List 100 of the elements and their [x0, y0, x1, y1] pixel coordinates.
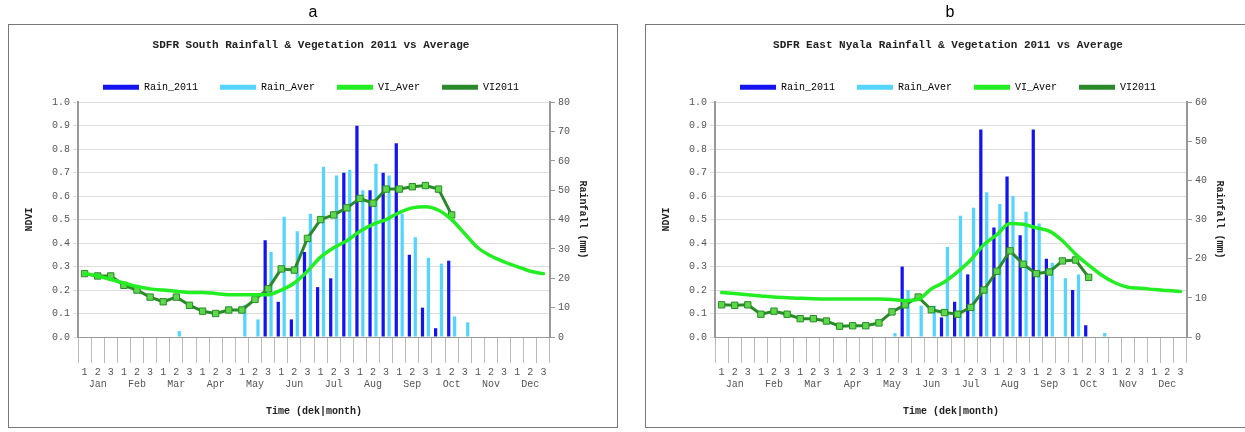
x-tick-label: 3: [902, 366, 909, 378]
x-tick-label: 3: [862, 366, 869, 378]
y2-tick-label: 40: [1195, 175, 1208, 187]
y-tick-label: 0.3: [51, 261, 70, 273]
x-tick-label: 3: [107, 366, 114, 378]
x-tick-label: 1: [81, 366, 88, 378]
x-tick-label: 3: [422, 366, 429, 378]
y-tick-label: 0.5: [51, 214, 70, 226]
x-tick-label: 3: [501, 366, 508, 378]
x-tick-label: 1: [875, 366, 882, 378]
y2-tick-label: 50: [1195, 135, 1208, 147]
x-tick-label: 2 Feb: [764, 366, 784, 390]
legend-label: Rain_Aver: [897, 81, 953, 93]
x-tick-label: 3: [343, 366, 350, 378]
y-tick-label: 1.0: [51, 96, 70, 108]
x-tick-label: 3: [225, 366, 232, 378]
x-tick-label: 3: [461, 366, 468, 378]
text: a: [307, 2, 319, 22]
x-axis-title: Time (dek|month): [902, 405, 1000, 417]
y-tick-label: 0.4: [51, 237, 70, 249]
y-tick-label: 0.8: [51, 143, 70, 155]
x-tick-label: 1: [718, 366, 725, 378]
x-tick-label: 1: [1072, 366, 1079, 378]
y2-tick-label: 20: [558, 272, 571, 284]
x-tick-label: 3: [1177, 366, 1184, 378]
x-tick-label: 1: [993, 366, 1000, 378]
y-tick-label: 1.0: [688, 96, 707, 108]
y2-tick-label: 50: [558, 184, 571, 196]
y-tick-label: 0.2: [688, 284, 707, 296]
y2-tick-label: 0: [558, 331, 565, 343]
x-tick-label: 3: [784, 366, 791, 378]
x-tick-label: 2 May: [245, 366, 265, 390]
legend-label: Rain_Aver: [260, 81, 316, 93]
x-tick-label: 2 Jan: [725, 366, 744, 390]
y-tick-label: 0.1: [688, 308, 707, 320]
y-tick-label: 0.6: [688, 190, 707, 202]
y2-axis-title: Rainfall (mm): [1214, 180, 1226, 259]
legend-label: Rain_2011: [143, 81, 198, 93]
chart-title: SDFR South Rainfall & Vegetation 2011 vs Average: [152, 39, 470, 52]
x-tick-label: 2 Feb: [127, 366, 147, 390]
y-tick-label: 0.4: [688, 237, 707, 249]
x-tick-label: 2 Dec: [1158, 366, 1177, 390]
x-tick-label: 1: [435, 366, 442, 378]
x-tick-label: 3: [980, 366, 987, 378]
x-axis-title: Time (dek|month): [265, 405, 363, 417]
x-tick-label: 2 Mar: [167, 366, 186, 390]
x-tick-label: 3: [383, 366, 390, 378]
x-tick-label: 3: [1059, 366, 1066, 378]
x-tick-label: 2 Dec: [521, 366, 540, 390]
y-tick-label: 0.5: [688, 214, 707, 226]
x-tick-label: 1: [317, 366, 324, 378]
x-tick-label: 2 Aug: [363, 366, 383, 390]
x-tick-label: 1: [120, 366, 127, 378]
x-tick-label: 3: [304, 366, 311, 378]
x-tick-label: 1: [160, 366, 167, 378]
y-tick-label: 0.0: [688, 331, 707, 343]
x-tick-label: 2 May: [882, 366, 902, 390]
y2-tick-label: 30: [558, 243, 571, 255]
y2-tick-label: 10: [558, 302, 571, 314]
x-tick-label: 3: [823, 366, 830, 378]
x-tick-label: 3: [1098, 366, 1105, 378]
y2-tick-label: 20: [1195, 253, 1208, 265]
y-axis-title: NDVI: [660, 207, 672, 232]
x-tick-label: 1: [356, 366, 363, 378]
legend-label: VI2011: [1120, 81, 1157, 93]
y2-axis-title: Rainfall (mm): [577, 180, 589, 259]
x-tick-label: 2 Nov: [1118, 366, 1138, 390]
x-tick-label: 1: [954, 366, 961, 378]
x-tick-label: 3: [540, 366, 547, 378]
y-tick-label: 0.1: [51, 308, 70, 320]
y-tick-label: 0.9: [688, 120, 707, 132]
x-tick-label: 3: [265, 366, 272, 378]
x-tick-label: 2 Apr: [843, 366, 862, 390]
x-tick-label: 1: [1151, 366, 1158, 378]
x-tick-label: 2 Sep: [1040, 366, 1059, 390]
y-tick-label: 0.8: [688, 143, 707, 155]
x-tick-label: 3: [744, 366, 751, 378]
y2-tick-label: 40: [558, 214, 571, 226]
x-tick-label: 1: [797, 366, 804, 378]
y2-tick-label: 0: [1195, 331, 1202, 343]
x-tick-label: 3: [941, 366, 948, 378]
x-tick-label: 3: [186, 366, 193, 378]
x-tick-label: 2 Jan: [88, 366, 107, 390]
x-tick-label: 2 Oct: [1079, 366, 1098, 390]
x-tick-label: 1: [278, 366, 285, 378]
x-tick-label: 3: [1138, 366, 1145, 378]
x-tick-label: 1: [199, 366, 206, 378]
x-tick-label: 1: [915, 366, 922, 378]
x-tick-label: 1: [474, 366, 481, 378]
y-tick-label: 0.6: [51, 190, 70, 202]
x-tick-label: 2 Oct: [442, 366, 461, 390]
x-tick-label: 3: [147, 366, 154, 378]
x-tick-label: 2 Jul: [324, 366, 343, 390]
legend-label: VI_Aver: [378, 81, 421, 93]
x-tick-label: 1: [396, 366, 403, 378]
y-axis-title: NDVI: [23, 207, 35, 232]
text: b: [944, 2, 956, 22]
x-tick-label: 2 Jun: [285, 366, 304, 390]
x-tick-label: 2 Jul: [961, 366, 980, 390]
y2-tick-label: 60: [558, 155, 571, 167]
